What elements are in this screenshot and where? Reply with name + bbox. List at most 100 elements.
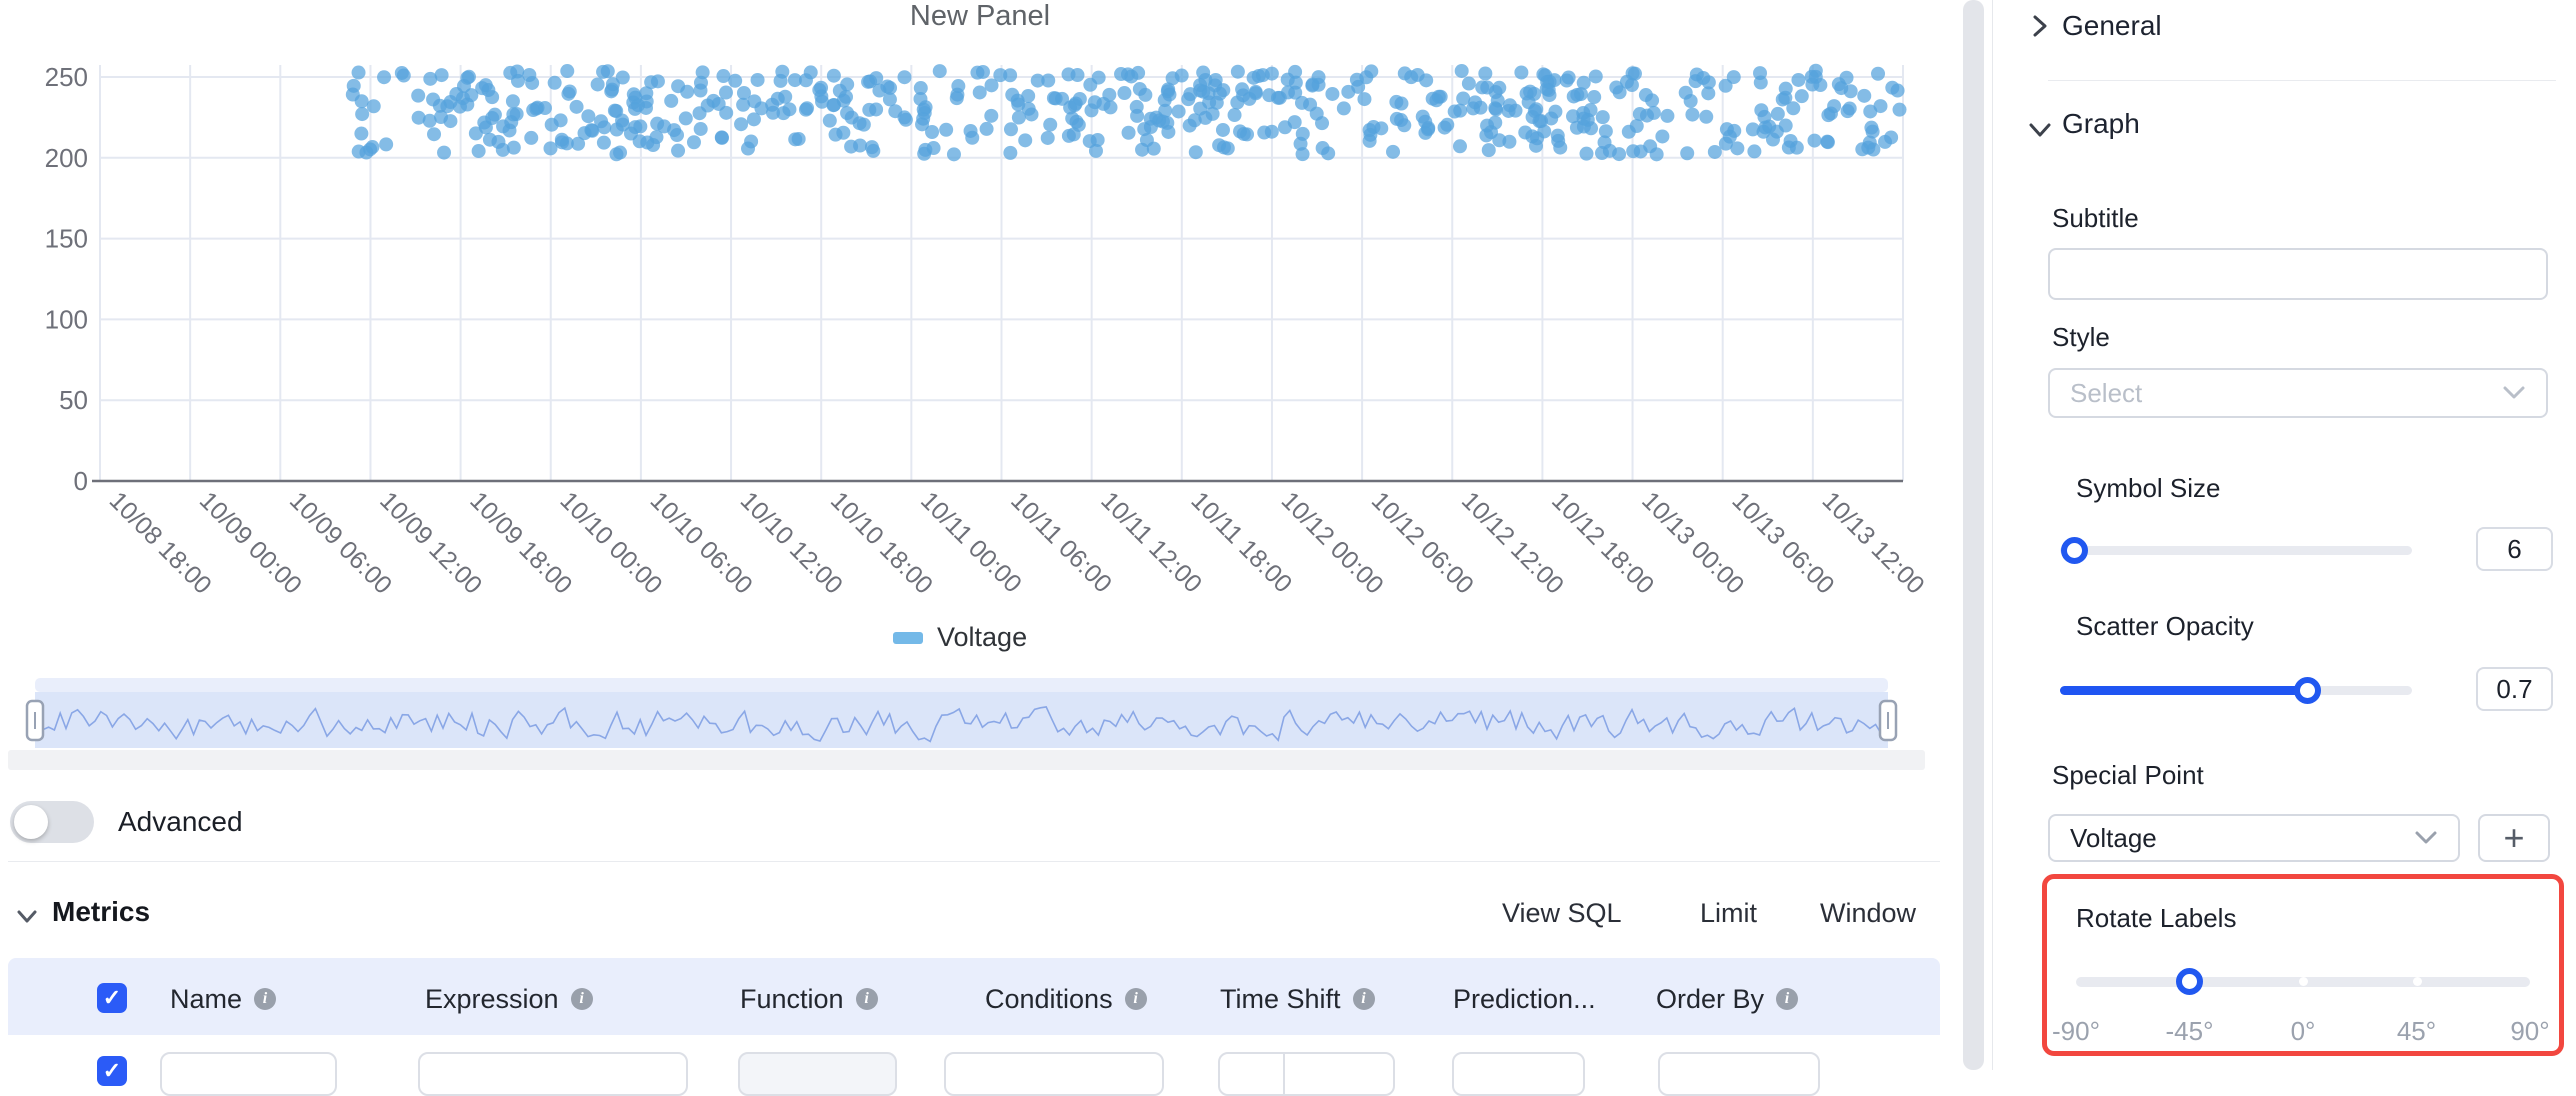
window-button[interactable]: Window [1820, 898, 1917, 928]
scatter-point [736, 85, 751, 100]
scatter-point [590, 77, 605, 92]
rotate-mark-label[interactable]: 45° [2396, 1016, 2437, 1046]
scatter-point [671, 143, 686, 158]
scatter-point [1598, 124, 1613, 139]
special-point-value: Voltage [2070, 822, 2157, 853]
scatter-point [1753, 66, 1768, 81]
info-icon[interactable]: i [855, 988, 878, 1010]
column-header-function: Function i [740, 984, 878, 1014]
chevron-down-icon[interactable] [2026, 118, 2054, 142]
scatter-point [1216, 83, 1231, 98]
horizontal-scrollbar[interactable] [8, 750, 1925, 770]
subtitle-input[interactable] [2048, 248, 2548, 300]
scatter-point [826, 98, 841, 113]
scatter-point [815, 94, 830, 109]
scatter-point [633, 119, 648, 134]
name-input[interactable] [160, 1052, 337, 1096]
scatter-opacity-value[interactable]: 0.7 [2476, 667, 2553, 711]
symbol-size-value[interactable]: 6 [2476, 527, 2553, 571]
brush-top-strip [35, 678, 1888, 692]
scatter-point [1871, 66, 1886, 81]
scatter-point [1182, 118, 1197, 133]
scatter-point [1067, 98, 1082, 113]
chevron-right-icon[interactable] [2028, 13, 2052, 39]
time-shift-input[interactable] [1218, 1052, 1395, 1096]
scatter-point [714, 130, 729, 145]
info-icon[interactable]: i [1124, 988, 1147, 1010]
scatter-point [1475, 80, 1490, 95]
scatter-point [1530, 131, 1545, 146]
scatter-point [1011, 110, 1026, 125]
chart-title: New Panel [909, 0, 1051, 32]
rotate-mark-label[interactable]: -45° [2165, 1016, 2214, 1046]
select-all-checkbox[interactable]: ✓ [97, 983, 127, 1013]
chevron-down-icon[interactable] [14, 903, 40, 929]
rotate-labels-slider-handle[interactable] [2176, 968, 2203, 995]
brush-selected-band[interactable] [35, 692, 1888, 748]
view-sql-button[interactable]: View SQL [1502, 898, 1622, 928]
column-header-conditions: Conditions i [985, 984, 1147, 1014]
function-select[interactable] [738, 1052, 897, 1096]
scatter-point [916, 102, 931, 117]
scatter-point [1699, 109, 1714, 124]
scatter-point [1215, 122, 1230, 137]
scatter-point [1138, 87, 1153, 102]
scatter-point [1453, 103, 1468, 118]
scatter-point [1452, 139, 1467, 154]
expression-input[interactable] [418, 1052, 688, 1096]
scatter-point [1794, 89, 1809, 104]
scatter-point [607, 103, 622, 118]
row-checkbox[interactable]: ✓ [97, 1056, 127, 1086]
general-section-header[interactable]: General [2062, 10, 2162, 41]
info-icon[interactable]: i [570, 988, 593, 1010]
scatter-point [1584, 121, 1599, 136]
legend-item-voltage[interactable]: Voltage [893, 622, 1027, 653]
scatter-point [482, 132, 497, 147]
vertical-scrollbar[interactable] [1963, 0, 1984, 1070]
column-label: Function [740, 983, 844, 1014]
rotate-mark-label[interactable]: 90° [2510, 1016, 2550, 1046]
scatter-point [1502, 134, 1517, 149]
symbol-size-slider-handle[interactable] [2061, 537, 2088, 564]
scatter-opacity-slider-handle[interactable] [2294, 677, 2321, 704]
scatter-point [1576, 75, 1591, 90]
scatter-opacity-slider[interactable] [2060, 677, 2412, 704]
scatter-point [1514, 65, 1529, 80]
chevron-down-icon [2503, 386, 2525, 399]
scatter-point [1685, 107, 1700, 122]
scatter-point [932, 64, 947, 79]
scatter-point [695, 65, 710, 80]
rotate-labels-slider[interactable] [2076, 968, 2530, 995]
column-header-name: Name i [170, 984, 277, 1014]
special-point-select[interactable]: Voltage [2048, 814, 2460, 862]
style-select[interactable]: Select [2048, 368, 2548, 418]
rotate-mark-label[interactable]: 0° [2290, 1016, 2316, 1046]
legend-label: Voltage [937, 622, 1028, 652]
info-icon[interactable]: i [1776, 988, 1799, 1010]
info-icon[interactable]: i [1352, 988, 1375, 1010]
scatter-point [946, 147, 961, 162]
scatter-point [571, 136, 586, 151]
scatter-point [1747, 144, 1762, 159]
advanced-toggle[interactable] [10, 801, 94, 843]
scatter-point [525, 75, 540, 90]
scatter-point [1120, 67, 1135, 82]
scatter-point [615, 70, 630, 85]
scatter-point [678, 111, 693, 126]
scatter-point [422, 113, 437, 128]
scatter-point [1065, 111, 1080, 126]
limit-button[interactable]: Limit [1700, 898, 1758, 928]
info-icon[interactable]: i [254, 988, 277, 1010]
scatter-point [495, 142, 510, 157]
scatter-point [897, 70, 912, 85]
add-special-point-button[interactable]: + [2478, 814, 2550, 862]
symbol-size-slider[interactable] [2060, 537, 2412, 564]
prediction-input[interactable] [1452, 1052, 1585, 1096]
scatter-point [1857, 88, 1872, 103]
scatter-point [972, 85, 987, 100]
graph-section-header[interactable]: Graph [2062, 108, 2140, 139]
rotate-mark-label[interactable]: -90° [2052, 1016, 2100, 1046]
scatter-point [365, 140, 380, 155]
conditions-input[interactable] [944, 1052, 1164, 1096]
order-by-select[interactable] [1658, 1052, 1820, 1096]
